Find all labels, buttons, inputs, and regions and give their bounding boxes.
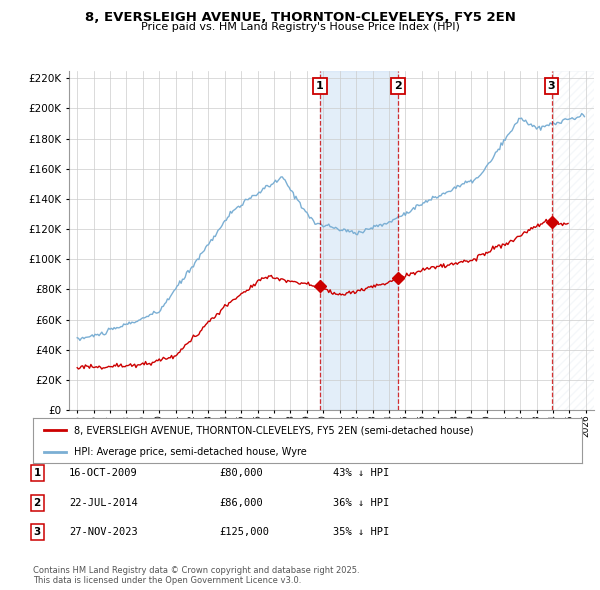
- Text: 3: 3: [34, 527, 41, 537]
- Text: 8, EVERSLEIGH AVENUE, THORNTON-CLEVELEYS, FY5 2EN (semi-detached house): 8, EVERSLEIGH AVENUE, THORNTON-CLEVELEYS…: [74, 425, 473, 435]
- Text: £80,000: £80,000: [219, 468, 263, 478]
- Text: 16-OCT-2009: 16-OCT-2009: [69, 468, 138, 478]
- Text: 22-JUL-2014: 22-JUL-2014: [69, 498, 138, 507]
- Text: 27-NOV-2023: 27-NOV-2023: [69, 527, 138, 537]
- Text: 2: 2: [394, 81, 402, 91]
- Text: £86,000: £86,000: [219, 498, 263, 507]
- Text: 1: 1: [316, 81, 324, 91]
- Text: This data is licensed under the Open Government Licence v3.0.: This data is licensed under the Open Gov…: [33, 576, 301, 585]
- Text: 3: 3: [548, 81, 556, 91]
- Bar: [551, 71, 594, 410]
- Bar: [320, 71, 398, 410]
- Text: HPI: Average price, semi-detached house, Wyre: HPI: Average price, semi-detached house,…: [74, 447, 307, 457]
- Text: 8, EVERSLEIGH AVENUE, THORNTON-CLEVELEYS, FY5 2EN: 8, EVERSLEIGH AVENUE, THORNTON-CLEVELEYS…: [85, 11, 515, 24]
- Text: 43% ↓ HPI: 43% ↓ HPI: [333, 468, 389, 478]
- Text: Contains HM Land Registry data © Crown copyright and database right 2025.: Contains HM Land Registry data © Crown c…: [33, 566, 359, 575]
- Bar: [551, 71, 594, 410]
- Text: £125,000: £125,000: [219, 527, 269, 537]
- Text: Price paid vs. HM Land Registry's House Price Index (HPI): Price paid vs. HM Land Registry's House …: [140, 22, 460, 32]
- Text: 35% ↓ HPI: 35% ↓ HPI: [333, 527, 389, 537]
- Text: 36% ↓ HPI: 36% ↓ HPI: [333, 498, 389, 507]
- Text: 1: 1: [34, 468, 41, 478]
- Text: 2: 2: [34, 498, 41, 507]
